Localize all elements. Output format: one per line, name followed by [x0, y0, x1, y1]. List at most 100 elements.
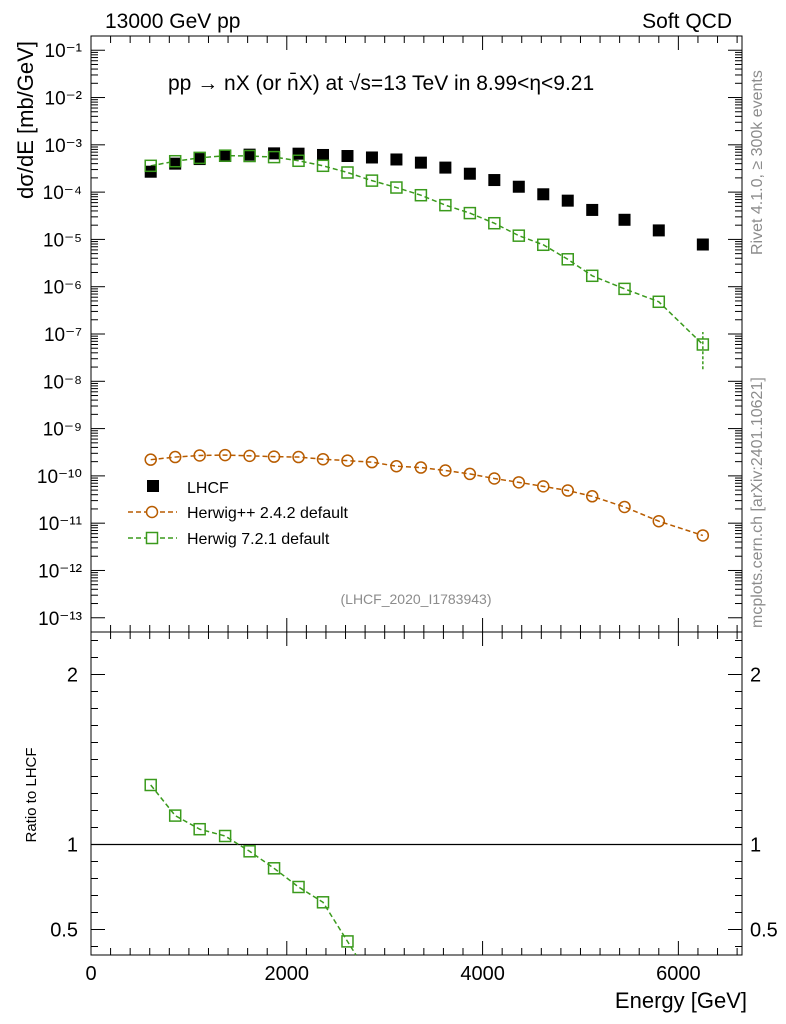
herwigpp-point: [561, 484, 574, 497]
x-tick-label: 6000: [656, 963, 701, 985]
ratio-point: [193, 822, 206, 836]
ratio-tick-label-left: 0.5: [50, 920, 78, 942]
herwigpp-point: [365, 455, 379, 469]
herwigpp-point: [341, 454, 354, 467]
lhcf-point: [365, 151, 378, 164]
axis-ticks: [90, 35, 742, 955]
lhcf-point: [463, 167, 476, 180]
y-tick-label: 10⁻⁸: [43, 372, 82, 393]
herwig7-point: [537, 238, 550, 252]
lhcf-point: [219, 150, 232, 163]
herwig7-point: [292, 154, 305, 168]
herwig7-point: [243, 149, 256, 163]
lhcf-point: [193, 153, 206, 166]
herwigpp-point: [537, 480, 550, 493]
ratio-point: [168, 809, 182, 822]
herwigpp-point: [652, 514, 666, 528]
header-category: Soft QCD: [642, 10, 732, 33]
lhcf-point: [537, 188, 550, 201]
x-tick-label: 4000: [460, 963, 505, 985]
herwig7-point: [341, 166, 354, 179]
herwig7-point: [193, 151, 206, 165]
x-tick-label: 0: [85, 963, 96, 985]
herwig7-point: [512, 229, 526, 242]
herwig7-point: [218, 149, 232, 162]
herwig7-point: [463, 206, 477, 220]
herwig7-point: [168, 154, 182, 168]
ratio-tick-label-right: 0.5: [750, 920, 778, 942]
herwig7-point: [561, 253, 574, 266]
y-axis-label: dσ/dE [mb/GeV]: [13, 41, 38, 199]
lhcf-point: [561, 194, 574, 207]
herwig7-point: [618, 282, 631, 296]
y-tick-label: 10⁻⁹: [43, 420, 82, 441]
herwigpp-point: [218, 448, 232, 462]
lhcf-point: [390, 153, 403, 166]
y-tick-label: 10⁻¹⁰: [37, 467, 82, 488]
y-tick-label: 10⁻¹²: [38, 561, 82, 582]
y-tick-label: 10⁻³: [45, 136, 83, 157]
analysis-tag: (LHCF_2020_I1783943): [341, 591, 492, 607]
herwigpp-point: [414, 461, 428, 474]
herwigpp-point: [243, 449, 256, 463]
ratio-point: [144, 778, 157, 792]
herwig7-point: [585, 269, 599, 283]
lhcf-point: [317, 148, 330, 161]
herwigpp-point: [390, 459, 403, 473]
ratio-point: [292, 880, 305, 894]
lhcf-point: [341, 150, 354, 163]
x-axis-label: Energy [GeV]: [615, 988, 747, 1013]
y-tick-label: 10⁻¹¹: [38, 514, 82, 535]
herwigpp-point: [144, 453, 157, 466]
ratio-series-line: [150, 784, 357, 956]
series-markers: [144, 147, 710, 542]
lhcf-point: [512, 180, 525, 193]
herwig7-point: [316, 159, 330, 173]
ratio-tick-label-left: 2: [67, 665, 78, 687]
ratio-tick-label-right: 2: [750, 665, 761, 687]
herwig7-point: [652, 295, 666, 309]
y-tick-labels: 0 2000 4000 6000 10⁻¹ 10⁻² 10⁻³ 10⁻⁴ 10⁻⁵ 10⁻⁶ 10⁻…: [37, 41, 778, 985]
herwigpp-point: [292, 450, 305, 464]
ratio-point: [341, 935, 354, 948]
mcplots-source-label: mcplots.cern.ch [arXiv:2401.10621]: [749, 377, 766, 628]
herwigpp-point: [512, 476, 526, 489]
legend-marker-herwigpp: [145, 505, 159, 519]
ratio-y-axis-label: Ratio to LHCF: [23, 747, 40, 842]
herwig7-point: [414, 188, 428, 202]
rivet-version-label: Rivet 4.1.0, ≥ 300k events: [749, 70, 766, 255]
herwigpp-point: [696, 529, 710, 542]
legend-marker-lhcf: [147, 480, 159, 492]
header-energy-label: 13000 GeV pp: [105, 10, 240, 33]
herwig7-point: [365, 174, 379, 187]
herwig7-point: [488, 216, 501, 230]
chart-title: pp → nX (or n̄X) at √s=13 TeV in 8.99<η<…: [168, 72, 594, 95]
series-line-1: [150, 454, 704, 537]
y-tick-label: 10⁻¹: [45, 41, 83, 62]
y-tick-label: 10⁻⁴: [43, 183, 82, 204]
ratio-plot-frame: [90, 631, 743, 956]
legend: LHCF Herwig++ 2.4.2 default Herwig 7.2.1…: [128, 480, 349, 548]
lhcf-point: [169, 157, 182, 170]
x-tick-label: 2000: [265, 963, 310, 985]
y-tick-label: 10⁻⁷: [44, 325, 82, 346]
series-line-2: [150, 154, 704, 346]
ratio-tick-label-right: 1: [750, 835, 761, 857]
lhcf-point: [243, 148, 256, 161]
legend-label-herwig7: Herwig 7.2.1 default: [187, 531, 330, 548]
lhcf-point: [414, 156, 427, 169]
legend-label-herwigpp: Herwig++ 2.4.2 default: [187, 505, 349, 522]
lhcf-point: [292, 147, 305, 160]
lhcf-point: [696, 238, 709, 251]
herwigpp-point: [193, 449, 206, 462]
herwigpp-point: [439, 464, 452, 477]
lhcf-point: [652, 224, 665, 237]
herwig7-point: [439, 198, 452, 212]
ratio-point: [267, 862, 281, 875]
ratio-plot: [91, 778, 742, 956]
y-tick-label: 10⁻⁶: [43, 278, 82, 299]
ratio-point: [316, 896, 330, 909]
y-tick-label: 10⁻¹³: [38, 609, 82, 630]
herwigpp-point: [488, 472, 501, 485]
